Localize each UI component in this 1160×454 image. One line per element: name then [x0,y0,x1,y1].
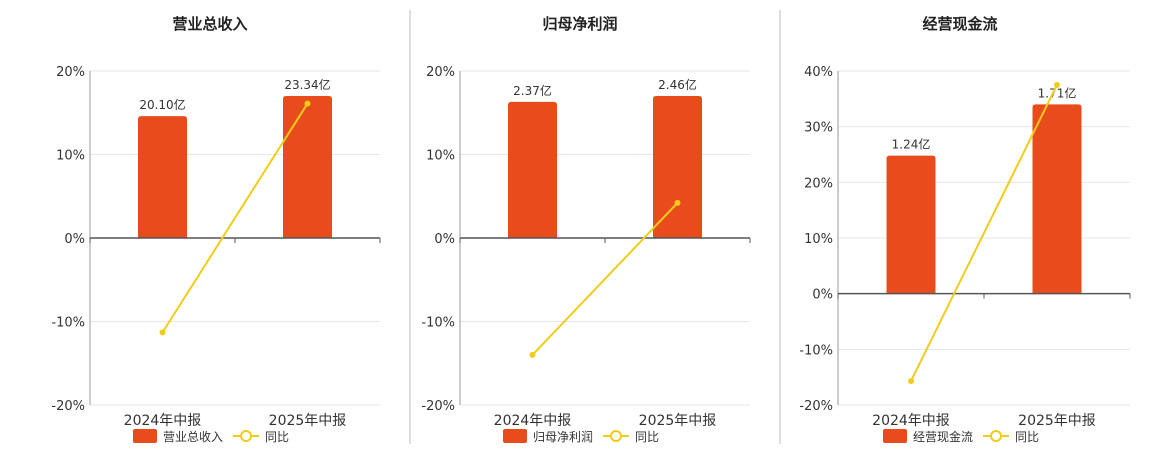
chart-panel-3: 经营现金流 -20% -10% 0% 10% 20% 30% 40% 1.24亿 1.71亿 202… [799,15,1131,444]
y-tick-label: 40% [804,65,833,80]
legend-bar-swatch [883,429,907,443]
y-tick-label: 20% [426,65,455,80]
x-category-label: 2025年中报 [269,413,347,429]
yoy-line [161,103,309,333]
legend-bar-label: 归母净利润 [533,430,593,444]
bar [1032,104,1082,294]
legend-line-marker [610,430,622,442]
x-category-label: 2025年中报 [639,413,717,429]
legend-line-marker [990,430,1002,442]
y-tick-label: 0% [64,232,85,247]
bar [508,101,557,239]
bar [886,155,936,294]
legend-line-label: 同比 [635,430,659,444]
chart-panel-1: 营业总收入 -20% -10% 0% 10% 20% 20.10亿 23.34亿 2024年中报… [51,15,381,444]
x-category-label: 2024年中报 [494,413,572,429]
bar [138,116,187,238]
chart-title: 营业总收入 [172,15,247,33]
y-tick-label: -20% [51,399,85,414]
bar-data-label: 20.10亿 [139,97,185,112]
bar [283,96,332,238]
bar-data-label: 2.46亿 [658,77,697,92]
legend-bar-label: 经营现金流 [913,429,973,444]
x-category-label: 2025年中报 [1018,413,1096,429]
yoy-point [529,351,536,358]
y-tick-label: -10% [421,316,455,331]
y-tick-label: -20% [799,399,833,414]
y-tick-label: 0% [434,232,455,247]
bar-data-label: 1.71亿 [1038,85,1077,100]
yoy-line [531,202,679,356]
x-category-label: 2024年中报 [872,413,950,429]
y-tick-label: 10% [56,149,85,164]
legend-line-label: 同比 [1015,430,1039,444]
bar-data-label: 2.37亿 [513,83,552,98]
yoy-line [910,84,1058,382]
y-tick-label: 20% [804,176,833,191]
chart-title: 经营现金流 [922,15,997,33]
chart-panel-2: 归母净利润 -20% -10% 0% 10% 20% 2.37亿 2.46亿 2024年中报 20… [421,15,751,444]
x-category-label: 2024年中报 [124,413,202,429]
yoy-point [908,378,914,385]
bar-data-label: 23.34亿 [284,77,330,92]
yoy-point [159,329,166,336]
bar-data-label: 1.24亿 [892,137,931,152]
legend-line-label: 同比 [265,430,289,444]
bar [653,96,702,238]
legend-bar-swatch [133,429,157,443]
legend-line-marker [240,430,252,442]
y-tick-label: 10% [426,149,455,164]
legend-bar-label: 营业总收入 [163,430,223,444]
y-tick-label: 10% [804,232,833,247]
y-tick-label: -10% [51,316,85,331]
yoy-point [674,199,681,206]
y-tick-label: -10% [799,343,833,358]
legend-bar-swatch [503,429,527,443]
y-tick-label: 30% [804,121,833,136]
yoy-point [304,100,311,107]
y-tick-label: -20% [421,399,455,414]
yoy-point [1054,81,1060,88]
chart-title: 归母净利润 [542,15,617,33]
y-tick-label: 20% [56,65,85,80]
y-tick-label: 0% [812,288,833,303]
